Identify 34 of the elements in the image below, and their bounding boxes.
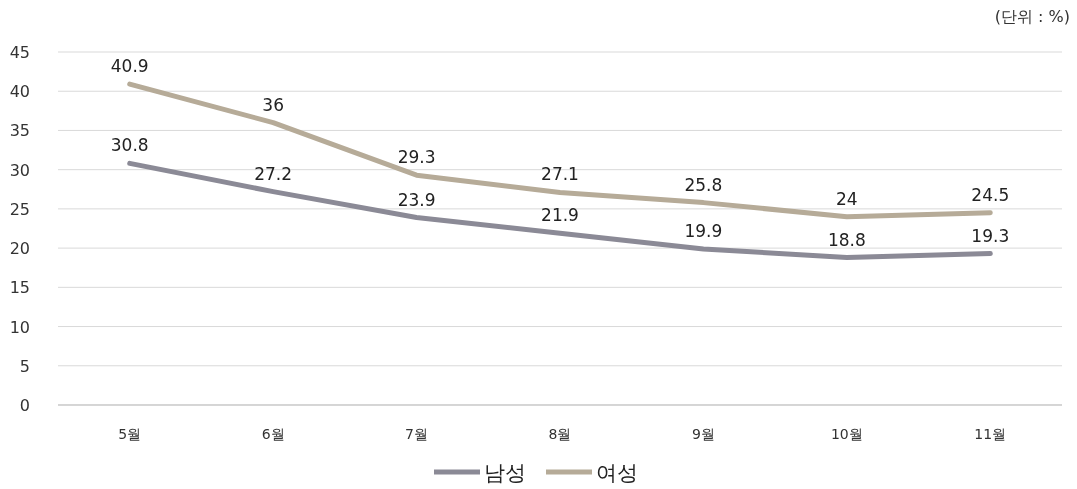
y-tick-label: 15 [9, 278, 30, 298]
data-label: 36 [262, 94, 284, 115]
data-label: 40.9 [110, 56, 149, 77]
y-tick-label: 45 [9, 43, 30, 62]
data-label: 29.3 [397, 147, 436, 168]
data-label: 27.2 [254, 163, 293, 184]
data-label: 24.5 [971, 184, 1010, 205]
data-label: 23.9 [397, 189, 436, 210]
data-label: 19.3 [971, 225, 1010, 246]
data-label: 19.9 [684, 220, 723, 241]
x-tick-label: 9월 [691, 426, 715, 442]
x-tick-label: 11월 [974, 426, 1007, 442]
y-tick-label: 30 [9, 160, 30, 180]
y-tick-label: 25 [9, 199, 30, 219]
x-tick-label: 5월 [118, 426, 142, 442]
data-label: 21.9 [541, 205, 579, 226]
y-tick-label: 5 [19, 356, 30, 376]
data-label: 30.8 [110, 135, 149, 156]
y-tick-label: 10 [9, 317, 30, 337]
x-tick-label: 6월 [261, 426, 285, 442]
data-label: 24 [836, 188, 858, 209]
y-tick-label: 20 [9, 239, 30, 259]
data-label: 18.8 [827, 229, 866, 250]
text: (단위 : %) [994, 7, 1070, 26]
y-tick-label: 40 [9, 82, 30, 102]
x-tick-label: 8월 [548, 426, 572, 442]
x-tick-label: 7월 [405, 426, 429, 442]
legend-label: 여성 [596, 461, 638, 485]
legend-label: 남성 [484, 461, 526, 485]
y-tick-label: 0 [19, 396, 30, 415]
x-tick-label: 10월 [830, 426, 863, 442]
data-label: 27.1 [541, 164, 579, 185]
data-label: 25.8 [684, 174, 723, 195]
y-tick-label: 35 [9, 121, 30, 141]
